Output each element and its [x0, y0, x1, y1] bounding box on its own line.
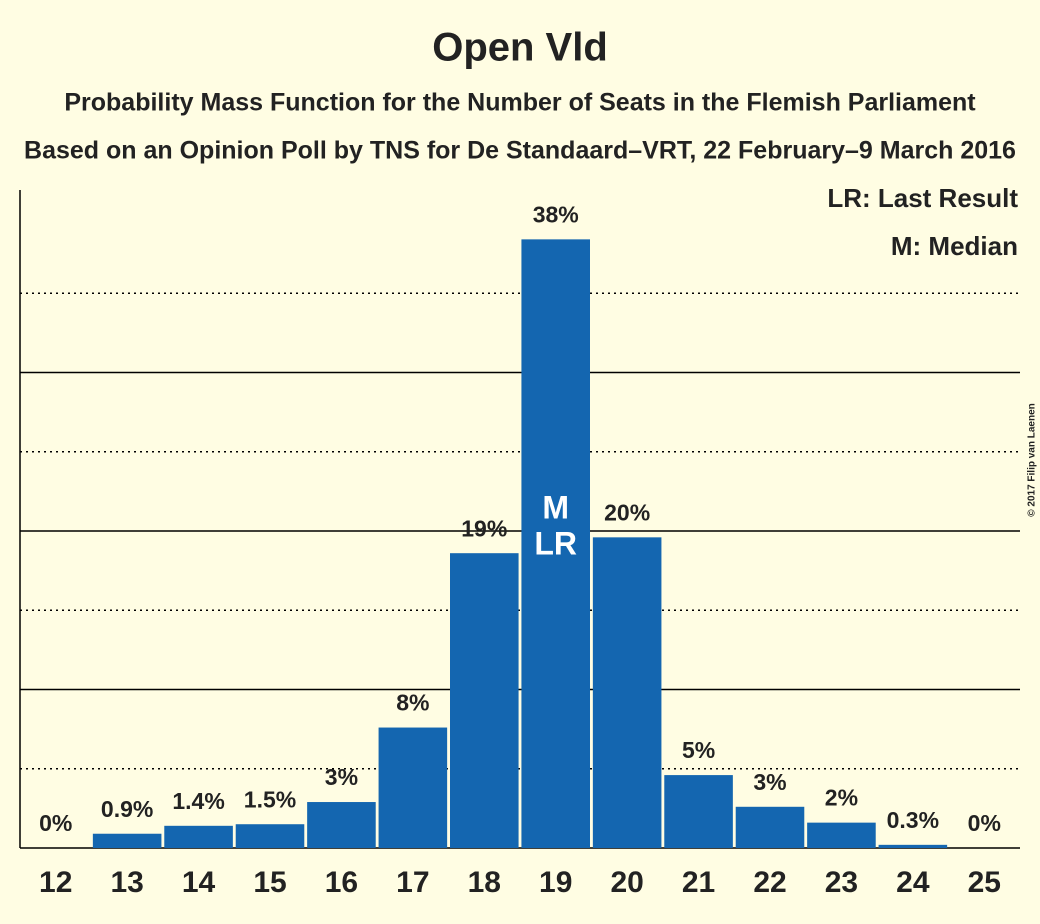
- chart-title: Open Vld: [432, 26, 608, 70]
- annotation: LR: [534, 525, 577, 561]
- annotation: M: [542, 489, 569, 525]
- x-tick-label: 19: [539, 866, 572, 899]
- x-tick-label: 15: [253, 866, 286, 899]
- x-tick-label: 17: [396, 866, 429, 899]
- bar: [235, 824, 305, 848]
- bar: [735, 806, 805, 848]
- value-label: 1.4%: [172, 788, 224, 814]
- value-label: 0.3%: [887, 807, 939, 833]
- x-tick-label: 13: [110, 866, 143, 899]
- value-label: 0%: [968, 810, 1001, 836]
- value-label: 3%: [325, 764, 358, 790]
- chart-subtitle: Based on an Opinion Poll by TNS for De S…: [24, 137, 1016, 165]
- value-label: 2%: [825, 785, 858, 811]
- value-label: 1.5%: [244, 786, 296, 812]
- bar: [592, 537, 662, 848]
- value-label: 8%: [396, 690, 429, 716]
- copyright: © 2017 Filip van Laenen: [1027, 403, 1038, 517]
- x-tick-label: 16: [325, 866, 358, 899]
- x-tick-label: 21: [682, 866, 715, 899]
- bar: [450, 553, 519, 848]
- value-label: 0%: [39, 810, 72, 836]
- legend-entry: LR: Last Result: [827, 183, 1018, 213]
- value-label: 38%: [533, 201, 579, 227]
- bar: [164, 825, 233, 848]
- value-label: 19%: [461, 515, 507, 541]
- bar: [521, 239, 590, 849]
- value-label: 20%: [604, 499, 650, 525]
- bar: [307, 802, 376, 848]
- x-tick-label: 25: [968, 866, 1001, 899]
- bar: [378, 727, 448, 848]
- chart-subtitle: Probability Mass Function for the Number…: [64, 89, 976, 117]
- bar: [92, 833, 162, 848]
- value-label: 3%: [753, 769, 786, 795]
- x-tick-label: 24: [896, 866, 930, 899]
- x-tick-label: 23: [825, 866, 858, 899]
- legend-entry: M: Median: [891, 231, 1018, 261]
- x-tick-label: 14: [182, 866, 216, 899]
- bar: [807, 822, 876, 848]
- x-tick-label: 20: [610, 866, 643, 899]
- x-tick-label: 22: [753, 866, 786, 899]
- x-tick-label: 18: [468, 866, 501, 899]
- value-label: 0.9%: [101, 796, 153, 822]
- bar: [878, 844, 948, 848]
- bar: [664, 775, 733, 848]
- x-tick-label: 12: [39, 866, 72, 899]
- value-label: 5%: [682, 737, 715, 763]
